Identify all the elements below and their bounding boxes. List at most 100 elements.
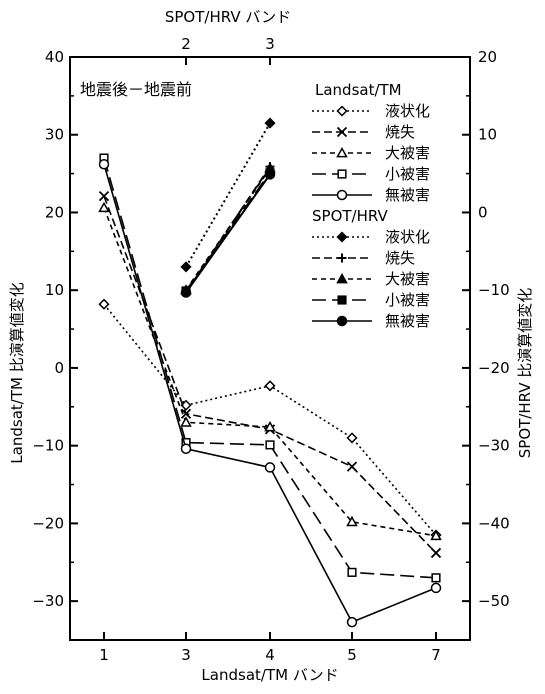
legend-marker xyxy=(336,146,348,158)
data-point xyxy=(346,432,358,444)
right-tick-label: −10 xyxy=(478,281,510,299)
data-point xyxy=(98,191,110,202)
bottom-tick-label: 4 xyxy=(265,646,275,664)
legend-item: 焼失 xyxy=(312,249,415,267)
legend-item: 大被害 xyxy=(312,270,430,288)
data-point xyxy=(98,298,110,310)
legend-label: 無被害 xyxy=(385,186,430,204)
legend-group-title: SPOT/HRV xyxy=(312,207,388,225)
legend-item: 液状化 xyxy=(312,102,430,120)
left-axis-label: Landsat/TM 比演算値変化 xyxy=(8,282,26,463)
series-tm-2 xyxy=(98,201,442,541)
legend-item: 無被害 xyxy=(312,186,430,204)
series-tm-1 xyxy=(98,191,442,559)
series-line xyxy=(185,122,271,268)
legend-item: 液状化 xyxy=(312,228,430,246)
legend-label: 大被害 xyxy=(385,144,430,162)
left-tick-label: −10 xyxy=(32,437,64,455)
legend-marker xyxy=(336,189,348,201)
legend-item: 無被害 xyxy=(312,312,430,330)
data-point xyxy=(431,573,441,583)
marker-stroke xyxy=(430,547,442,559)
data-point xyxy=(264,462,276,473)
right-tick-label: 0 xyxy=(478,203,488,221)
legend-label: 焼失 xyxy=(385,123,415,141)
data-point xyxy=(347,567,357,577)
top-axis-label: SPOT/HRV バンド xyxy=(165,8,291,26)
right-axis-label: SPOT/HRV 比演算値変化 xyxy=(516,288,534,459)
right-tick-label: −30 xyxy=(478,437,510,455)
series-line xyxy=(185,173,271,294)
data-point xyxy=(346,461,358,472)
legend-label: 液状化 xyxy=(385,228,430,246)
data-point xyxy=(264,420,276,432)
legend-marker xyxy=(336,315,348,327)
series-layer xyxy=(98,117,442,628)
legend-item: 小被害 xyxy=(312,165,430,183)
legend-label: 無被害 xyxy=(385,312,430,330)
data-point xyxy=(346,616,358,628)
legend-item: 小被害 xyxy=(312,291,430,309)
series-tm-4 xyxy=(98,159,442,628)
left-tick-label: −30 xyxy=(32,592,64,610)
left-tick-label: 30 xyxy=(45,126,64,144)
marker-stroke xyxy=(180,408,192,419)
left-tick-label: 0 xyxy=(54,359,64,377)
data-point xyxy=(264,380,276,392)
data-point xyxy=(180,408,192,419)
data-point xyxy=(180,416,192,427)
bottom-tick-label: 1 xyxy=(99,646,109,664)
legend-marker xyxy=(336,105,348,117)
series-line xyxy=(103,207,437,537)
left-tick-label: 10 xyxy=(45,281,64,299)
legend-marker xyxy=(337,253,347,263)
marker-stroke xyxy=(336,126,348,138)
legend-marker xyxy=(336,272,348,284)
data-point xyxy=(180,443,192,455)
legend-marker xyxy=(337,295,347,305)
left-tick-label: 20 xyxy=(45,203,64,221)
legend-label: 小被害 xyxy=(385,165,430,183)
legend-marker xyxy=(337,169,347,179)
top-tick-label: 2 xyxy=(181,35,191,53)
data-point xyxy=(265,440,275,450)
marker-stroke xyxy=(346,461,358,472)
annotation-text: 地震後－地震前 xyxy=(80,80,192,99)
data-point xyxy=(430,582,442,594)
legend-label: 液状化 xyxy=(385,102,430,120)
series-tm-3 xyxy=(99,153,441,583)
data-point xyxy=(346,515,358,527)
bottom-tick-label: 7 xyxy=(431,646,441,664)
bottom-tick-label: 3 xyxy=(181,646,191,664)
marker-stroke xyxy=(98,191,110,202)
right-tick-label: −50 xyxy=(478,592,510,610)
series-spot-7 xyxy=(180,162,276,295)
legend-label: 焼失 xyxy=(385,249,415,267)
data-point xyxy=(264,117,276,129)
right-tick-label: 10 xyxy=(478,126,497,144)
data-point xyxy=(180,287,192,298)
series-line xyxy=(185,167,271,291)
legend-label: 小被害 xyxy=(385,291,430,309)
right-tick-label: −40 xyxy=(478,514,510,532)
data-point xyxy=(430,547,442,559)
bottom-tick-label: 5 xyxy=(347,646,357,664)
right-tick-label: 20 xyxy=(478,48,497,66)
legend-item: 大被害 xyxy=(312,144,430,162)
axes-layer: 40 30 20 10 0 −10 −20 −30 20 10 0 −10 −20 −30 −40 −50 1 3… xyxy=(32,35,509,664)
data-point xyxy=(98,201,110,213)
data-point xyxy=(264,169,276,180)
legend-group-title: Landsat/TM xyxy=(315,81,402,99)
legend-marker xyxy=(336,231,348,243)
left-tick-label: 40 xyxy=(45,48,64,66)
bottom-axis-label: Landsat/TM バンド xyxy=(201,666,338,684)
legend-item: 焼失 xyxy=(312,123,415,141)
data-point xyxy=(430,529,442,541)
data-point xyxy=(180,261,192,273)
legend-layer: Landsat/TM液状化焼失大被害小被害無被害SPOT/HRV液状化焼失大被害… xyxy=(312,81,430,330)
legend-marker xyxy=(336,126,348,138)
series-tm-0 xyxy=(98,298,442,541)
series-spot-9 xyxy=(180,169,276,298)
